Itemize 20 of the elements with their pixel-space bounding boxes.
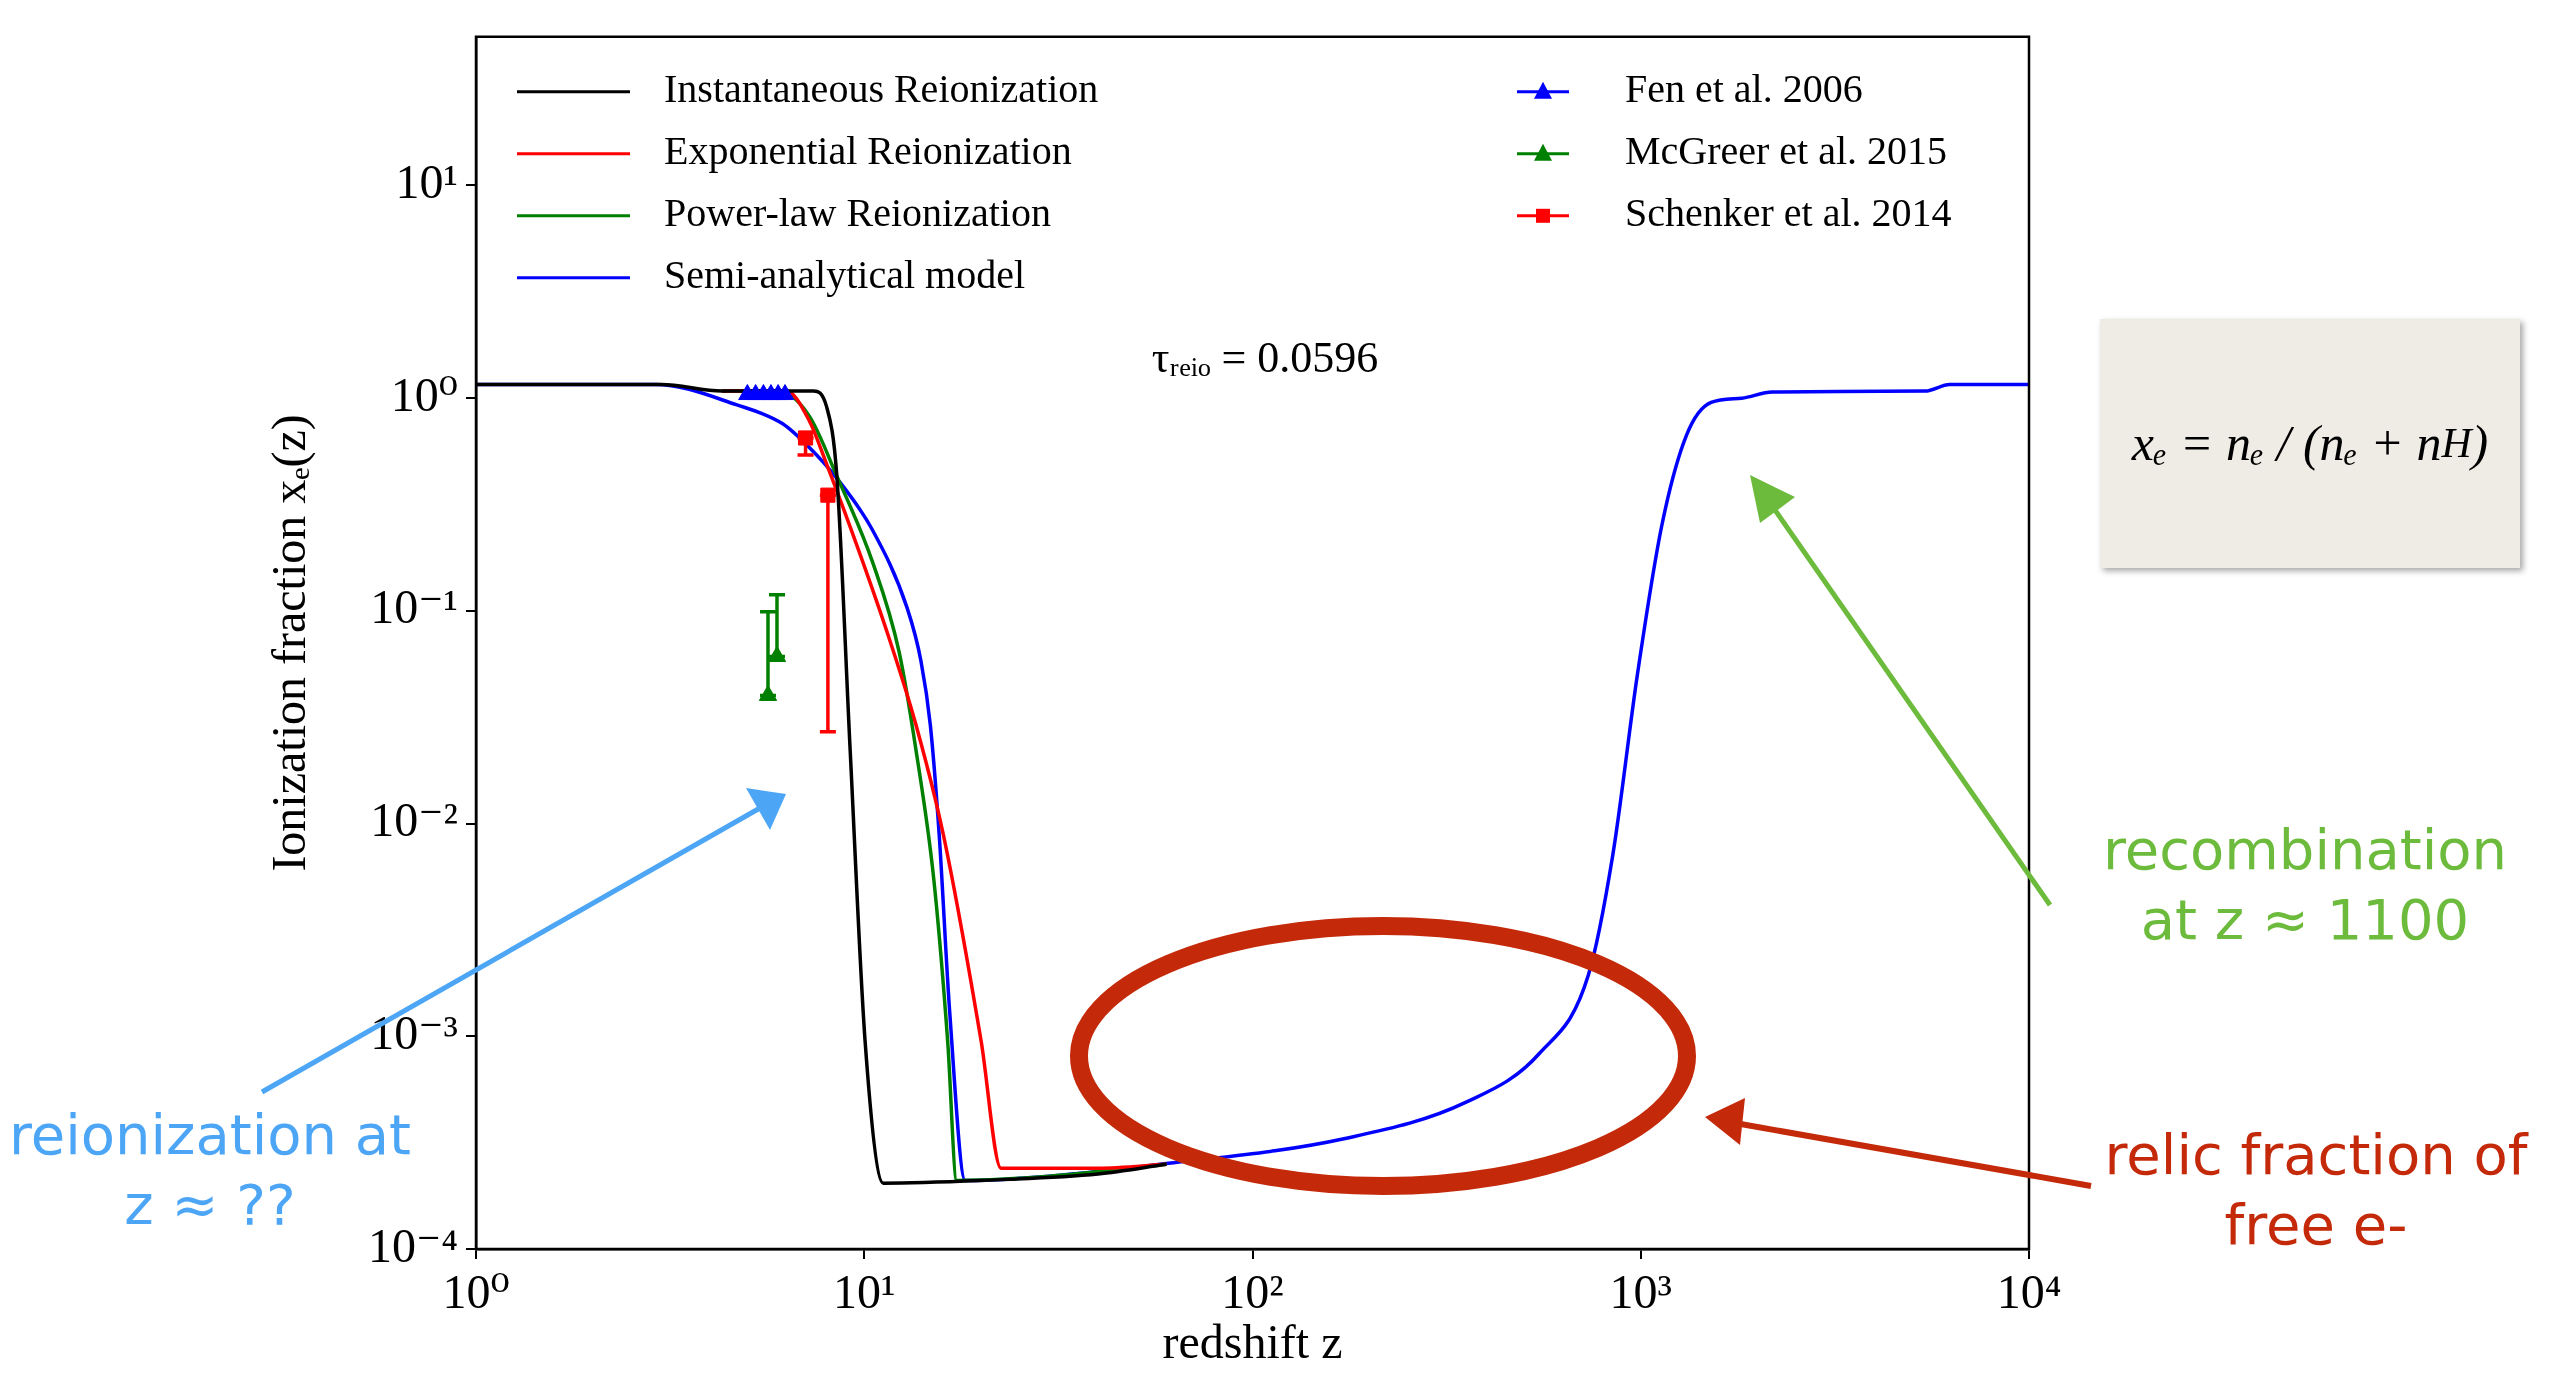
legend-label: Instantaneous Reionization <box>664 66 1099 112</box>
x-tick-label: 10³ <box>1609 1265 1672 1319</box>
legend-label: Exponential Reionization <box>664 128 1072 174</box>
y-tick-label: 10⁰ <box>390 367 458 421</box>
legend-label: Semi-analytical model <box>664 252 1025 298</box>
y-tick-label: 10⁻² <box>370 793 458 847</box>
y-tick-label: 10⁻³ <box>370 1005 458 1059</box>
annotation: τᵣₑᵢₒ = 0.0596 <box>1150 332 1380 384</box>
y-tick-label: 10¹ <box>395 155 458 209</box>
x-tick-label: 10⁴ <box>1996 1265 2062 1319</box>
y-tick-label: 10⁻¹ <box>370 580 458 634</box>
text: relic fraction of free e- <box>2103 1121 2530 1259</box>
x-tick-label: 10⁰ <box>442 1265 510 1319</box>
text: recombination at z ≈ 1100 <box>2102 816 2508 954</box>
legend-label: McGreer et al. 2015 <box>1625 128 1948 174</box>
legend-label: Schenker et al. 2014 <box>1625 190 1952 236</box>
x-tick-label: 10¹ <box>833 1265 896 1319</box>
legend-label: Fen et al. 2006 <box>1625 66 1863 112</box>
y-axis-title: Ionization fraction xₑ(z) <box>262 414 317 872</box>
legend-label: Power-law Reionization <box>664 190 1051 236</box>
